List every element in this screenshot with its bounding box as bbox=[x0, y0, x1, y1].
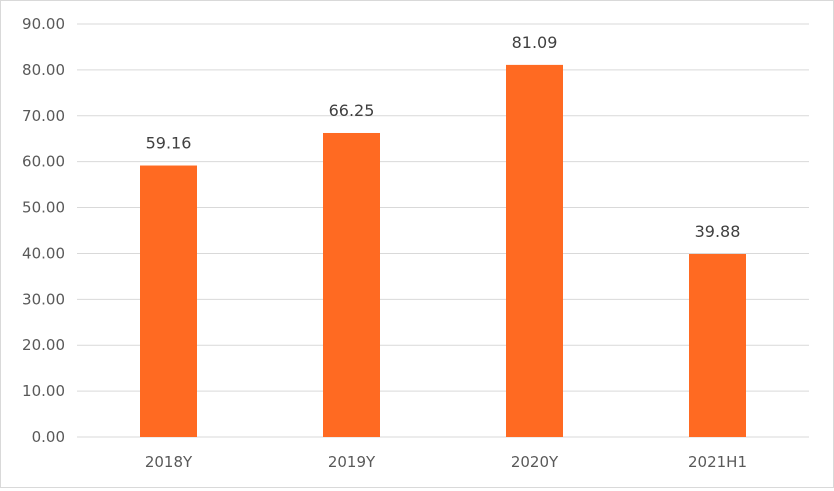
bar bbox=[689, 253, 746, 437]
y-tick-label: 40.00 bbox=[22, 244, 65, 262]
y-tick-label: 20.00 bbox=[22, 336, 65, 354]
y-tick-label: 10.00 bbox=[22, 382, 65, 400]
data-labels: 59.16 66.25 81.09 39.88 bbox=[146, 33, 741, 241]
bars bbox=[140, 64, 746, 438]
gridlines bbox=[77, 23, 809, 438]
y-tick-label: 0.00 bbox=[32, 428, 65, 446]
x-tick-label: 2018Y bbox=[145, 453, 193, 471]
data-label: 66.25 bbox=[329, 101, 375, 120]
y-tick-label: 30.00 bbox=[22, 290, 65, 308]
x-tick-label: 2019Y bbox=[328, 453, 376, 471]
data-label: 59.16 bbox=[146, 134, 192, 153]
y-tick-label: 90.00 bbox=[22, 15, 65, 33]
bar bbox=[140, 165, 197, 437]
y-axis-tick-labels: 0.00 10.00 20.00 30.00 40.00 50.00 60.00 70.00 8… bbox=[22, 15, 65, 446]
x-tick-label: 2020Y bbox=[511, 453, 559, 471]
x-axis-tick-labels: 2018Y 2019Y 2020Y 2021H1 bbox=[145, 453, 747, 471]
bar bbox=[323, 132, 380, 437]
data-label: 39.88 bbox=[695, 222, 741, 241]
y-tick-label: 70.00 bbox=[22, 107, 65, 125]
y-tick-label: 60.00 bbox=[22, 153, 65, 171]
data-label: 81.09 bbox=[512, 33, 558, 52]
x-tick-label: 2021H1 bbox=[688, 453, 747, 471]
bar bbox=[506, 64, 563, 438]
y-tick-label: 80.00 bbox=[22, 61, 65, 79]
y-tick-label: 50.00 bbox=[22, 199, 65, 217]
